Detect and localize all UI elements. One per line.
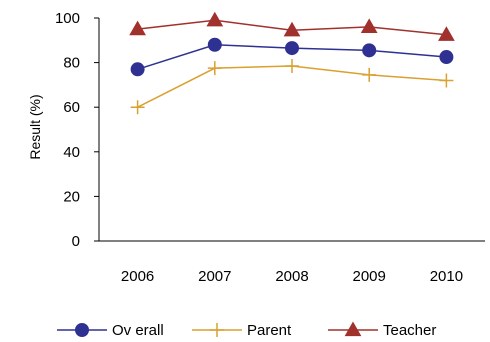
- data-point: [438, 26, 455, 41]
- y-axis-label: Result (%): [27, 94, 43, 159]
- x-tick-label: 2009: [353, 268, 386, 285]
- data-point: [130, 100, 145, 115]
- legend-item: Parent: [192, 322, 292, 339]
- y-tick-label: 60: [63, 99, 80, 116]
- series-teacher: [129, 11, 455, 41]
- x-tick-label: 2006: [121, 268, 154, 285]
- data-point: [439, 73, 454, 88]
- x-tick-label: 2010: [430, 268, 463, 285]
- data-point: [362, 67, 377, 82]
- series-parent: [130, 58, 454, 115]
- y-tick-label: 20: [63, 188, 80, 205]
- x-axis-ticks: 2006 2007 2008 2009 2010: [121, 268, 463, 285]
- legend-swatch-marker: [75, 323, 89, 337]
- legend-label: Teacher: [383, 322, 436, 339]
- data-point: [207, 37, 222, 52]
- data-point: [129, 20, 146, 36]
- data-point: [207, 61, 222, 76]
- series-overall: [130, 37, 454, 77]
- data-point: [360, 18, 378, 34]
- y-tick-label: 40: [63, 144, 80, 161]
- data-point: [285, 41, 299, 56]
- data-point: [206, 11, 224, 27]
- legend: Ov erall Parent Teacher: [57, 321, 436, 339]
- data-point: [285, 58, 299, 73]
- x-tick-label: 2007: [198, 268, 231, 285]
- axes: [98, 18, 485, 242]
- data-point: [283, 21, 301, 37]
- legend-swatch-marker: [344, 321, 362, 337]
- data-point: [130, 62, 145, 77]
- legend-label: Ov erall: [112, 322, 164, 339]
- y-tick-label: 0: [72, 233, 80, 250]
- data-point: [439, 50, 454, 65]
- series-layer: [129, 11, 455, 115]
- legend-item: Teacher: [328, 321, 436, 339]
- y-tick-label: 80: [63, 55, 80, 72]
- legend-label: Parent: [247, 322, 292, 339]
- data-point: [362, 43, 377, 58]
- legend-item: Ov erall: [57, 322, 164, 339]
- y-axis-ticks: 0 20 40 60 80 100: [55, 10, 99, 250]
- y-tick-label: 100: [55, 10, 80, 27]
- legend-swatch-marker: [210, 323, 224, 337]
- x-tick-label: 2008: [275, 268, 308, 285]
